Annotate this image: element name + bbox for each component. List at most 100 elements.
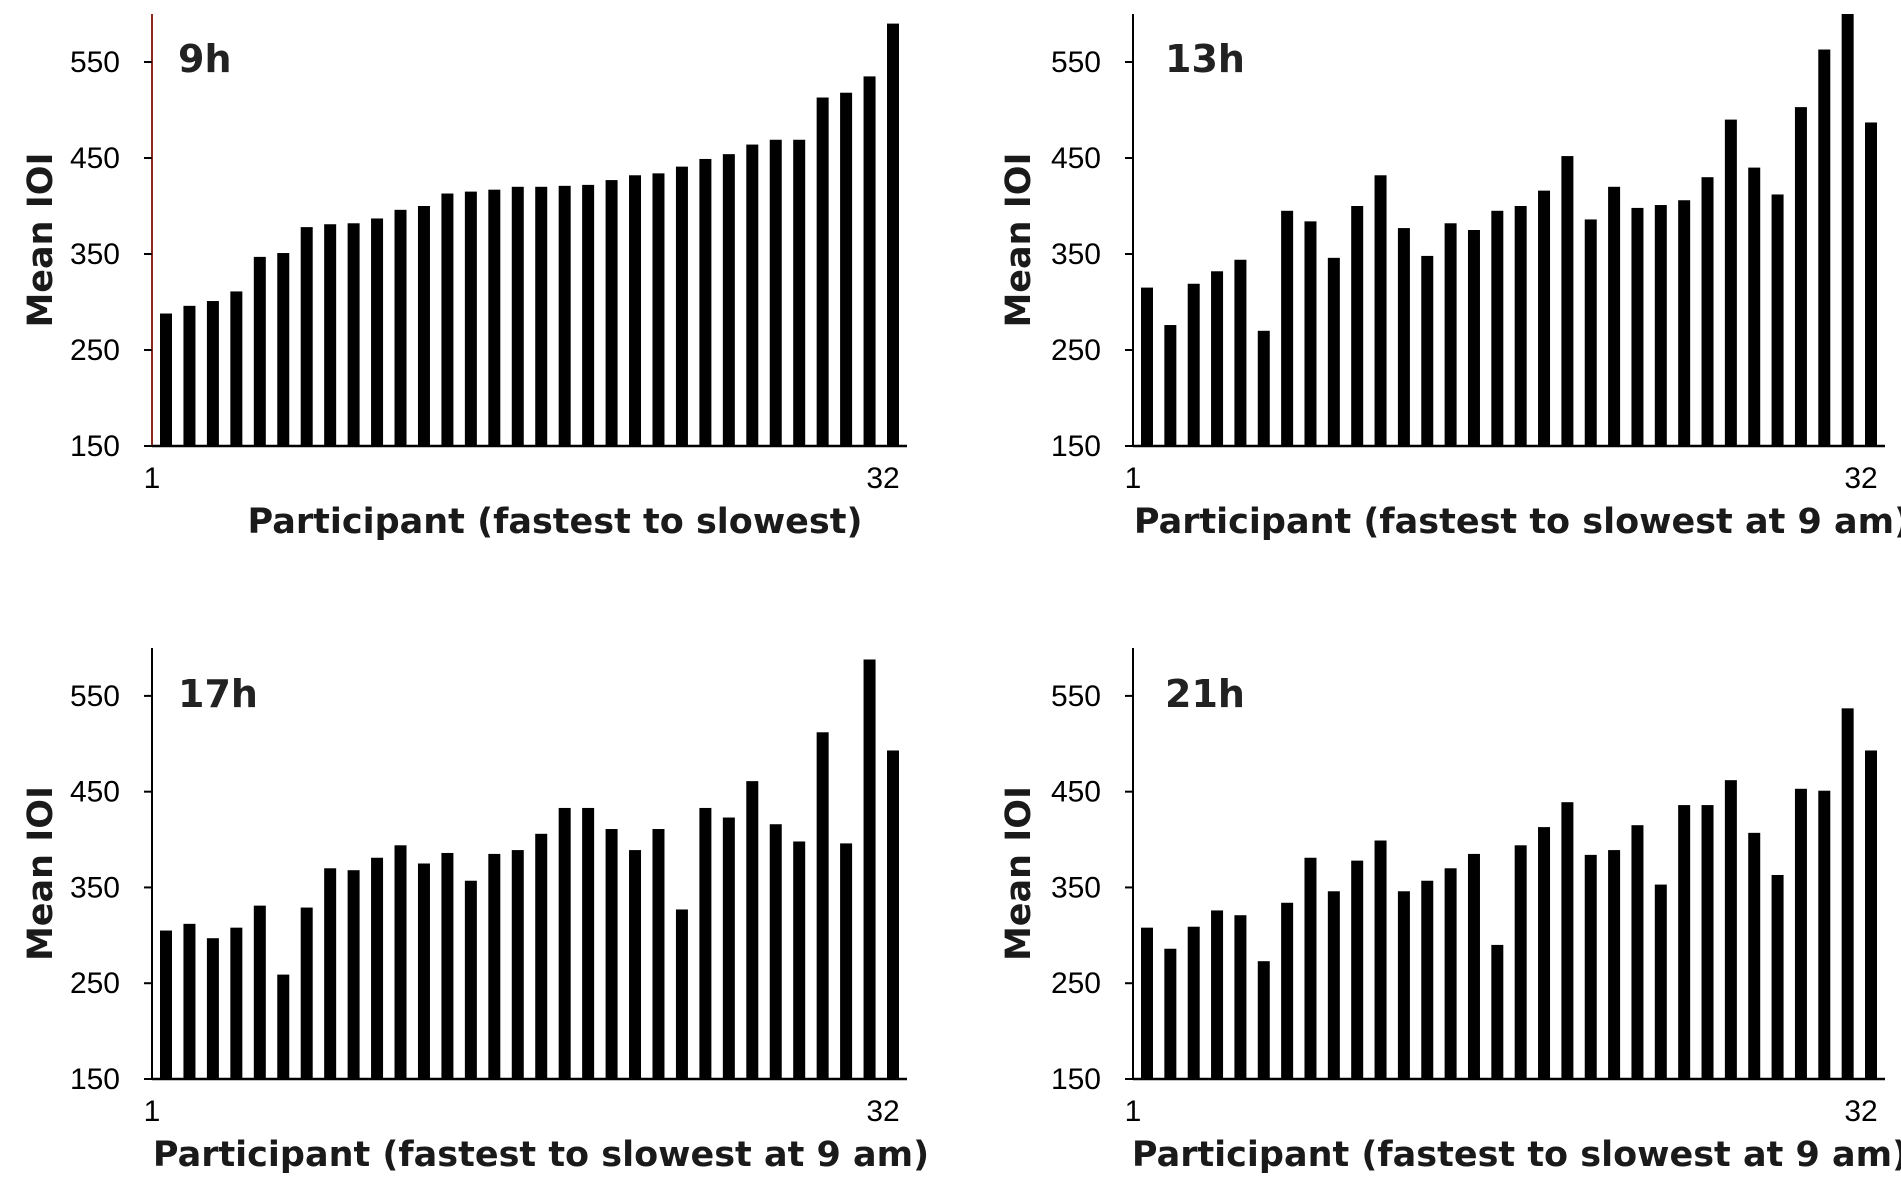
bar-9h-p4 bbox=[230, 291, 243, 446]
x-tick-label-21h-last: 32 bbox=[1844, 1095, 1877, 1128]
y-tick-label-9h-250: 250 bbox=[70, 334, 120, 367]
bar-17h-p17 bbox=[535, 833, 548, 1079]
bar-9h-p9 bbox=[347, 223, 360, 446]
x-axis-title-13h: Participant (fastest to slowest at 9 am) bbox=[1134, 502, 1901, 542]
y-tick-label-9h-350: 350 bbox=[70, 238, 120, 271]
panel-title-13h: 13h bbox=[1165, 37, 1245, 81]
bar-9h-p30 bbox=[840, 92, 853, 446]
bar-21h-p3 bbox=[1187, 926, 1200, 1079]
bar-21h-p18 bbox=[1538, 827, 1551, 1079]
bar-9h-p12 bbox=[417, 206, 430, 446]
x-axis-title-17h: Participant (fastest to slowest at 9 am) bbox=[153, 1135, 929, 1175]
bar-13h-p12 bbox=[1397, 228, 1410, 446]
bar-13h-p28 bbox=[1771, 194, 1784, 446]
bar-9h-p5 bbox=[253, 256, 266, 446]
bar-13h-p27 bbox=[1748, 167, 1761, 446]
bar-9h-p3 bbox=[206, 301, 219, 446]
bar-17h-p22 bbox=[652, 829, 665, 1079]
y-tick-label-17h-150: 150 bbox=[70, 1063, 120, 1096]
bar-17h-p28 bbox=[793, 841, 806, 1079]
bar-9h-p7 bbox=[300, 227, 313, 446]
bar-13h-p2 bbox=[1164, 325, 1177, 446]
bar-9h-p28 bbox=[793, 139, 806, 446]
y-axis-title-21h: Mean IOI bbox=[999, 786, 1039, 961]
bar-17h-p31 bbox=[863, 659, 876, 1079]
bar-21h-p12 bbox=[1397, 891, 1410, 1079]
bar-9h-p16 bbox=[511, 186, 524, 447]
bar-13h-p18 bbox=[1538, 190, 1551, 446]
panel-title-9h: 9h bbox=[178, 37, 232, 81]
bar-9h-p17 bbox=[535, 186, 548, 447]
bar-21h-p19 bbox=[1561, 802, 1574, 1079]
x-tick-label-9h-first: 1 bbox=[144, 462, 161, 495]
bar-21h-p9 bbox=[1327, 891, 1340, 1079]
bar-21h-p21 bbox=[1608, 850, 1621, 1079]
bar-9h-p32 bbox=[887, 23, 899, 446]
bar-9h-p27 bbox=[769, 139, 782, 446]
bar-21h-p27 bbox=[1748, 832, 1761, 1079]
x-tick-label-21h-first: 1 bbox=[1125, 1095, 1142, 1128]
bar-13h-p24 bbox=[1678, 200, 1691, 446]
bar-13h-p14 bbox=[1444, 223, 1457, 446]
bar-21h-p5 bbox=[1234, 915, 1247, 1079]
bar-17h-p20 bbox=[605, 829, 618, 1079]
bar-13h-p29 bbox=[1794, 107, 1807, 447]
bar-21h-p32 bbox=[1865, 750, 1877, 1079]
bar-9h-p22 bbox=[652, 173, 665, 447]
bar-9h-p14 bbox=[464, 191, 477, 446]
bar-21h-p28 bbox=[1771, 874, 1784, 1079]
bar-21h-p26 bbox=[1724, 780, 1737, 1079]
bar-13h-p5 bbox=[1234, 259, 1247, 446]
bar-9h-p10 bbox=[371, 218, 384, 446]
y-tick-label-13h-250: 250 bbox=[1051, 334, 1101, 367]
bar-17h-p9 bbox=[347, 870, 360, 1079]
bar-17h-p25 bbox=[722, 817, 735, 1079]
bar-13h-p19 bbox=[1561, 156, 1574, 446]
bar-13h-p4 bbox=[1211, 271, 1224, 446]
x-tick-label-13h-first: 1 bbox=[1125, 462, 1142, 495]
bar-13h-p10 bbox=[1351, 206, 1364, 446]
y-axis-title-9h: Mean IOI bbox=[21, 152, 61, 327]
bar-21h-p11 bbox=[1374, 840, 1387, 1079]
bar-21h-p24 bbox=[1678, 805, 1691, 1079]
bar-17h-p7 bbox=[300, 907, 313, 1079]
bar-9h-p8 bbox=[324, 224, 337, 446]
bar-17h-p32 bbox=[887, 750, 899, 1079]
panel-17h: 150 250 350 450 550 1 32 17h Participant (fastes… bbox=[21, 648, 929, 1175]
panel-title-21h: 21h bbox=[1165, 672, 1245, 716]
y-tick-label-13h-550: 550 bbox=[1051, 46, 1101, 79]
bar-21h-p4 bbox=[1211, 910, 1224, 1079]
x-tick-label-9h-last: 32 bbox=[866, 462, 899, 495]
bar-9h-p11 bbox=[394, 209, 407, 446]
bar-21h-p29 bbox=[1794, 788, 1807, 1079]
y-tick-label-21h-450: 450 bbox=[1051, 776, 1101, 809]
bar-9h-p26 bbox=[746, 144, 759, 446]
bar-21h-p6 bbox=[1257, 961, 1270, 1079]
bar-9h-p24 bbox=[699, 158, 712, 446]
bar-21h-p22 bbox=[1631, 825, 1644, 1079]
bar-13h-p17 bbox=[1514, 206, 1527, 446]
bar-17h-p5 bbox=[253, 905, 266, 1079]
bar-21h-p13 bbox=[1421, 880, 1434, 1079]
bar-13h-p7 bbox=[1281, 210, 1294, 446]
bar-9h-p25 bbox=[722, 154, 735, 446]
bar-17h-p19 bbox=[582, 807, 595, 1079]
y-tick-label-9h-550: 550 bbox=[70, 46, 120, 79]
bar-21h-p25 bbox=[1701, 805, 1714, 1079]
bar-17h-p30 bbox=[840, 843, 853, 1079]
y-tick-label-13h-150: 150 bbox=[1051, 430, 1101, 463]
bar-9h-p18 bbox=[558, 185, 571, 446]
bar-21h-p10 bbox=[1351, 860, 1364, 1079]
bar-17h-p8 bbox=[324, 868, 337, 1079]
y-tick-label-17h-250: 250 bbox=[70, 967, 120, 1000]
bar-9h-p6 bbox=[277, 253, 290, 446]
bar-21h-p16 bbox=[1491, 944, 1504, 1079]
y-tick-label-17h-450: 450 bbox=[70, 776, 120, 809]
bar-17h-p16 bbox=[511, 850, 524, 1079]
bar-21h-p2 bbox=[1164, 948, 1177, 1079]
bar-17h-p6 bbox=[277, 974, 290, 1079]
x-axis-title-9h: Participant (fastest to slowest) bbox=[248, 502, 863, 542]
x-tick-label-17h-first: 1 bbox=[144, 1095, 161, 1128]
bar-13h-p31 bbox=[1841, 14, 1854, 446]
